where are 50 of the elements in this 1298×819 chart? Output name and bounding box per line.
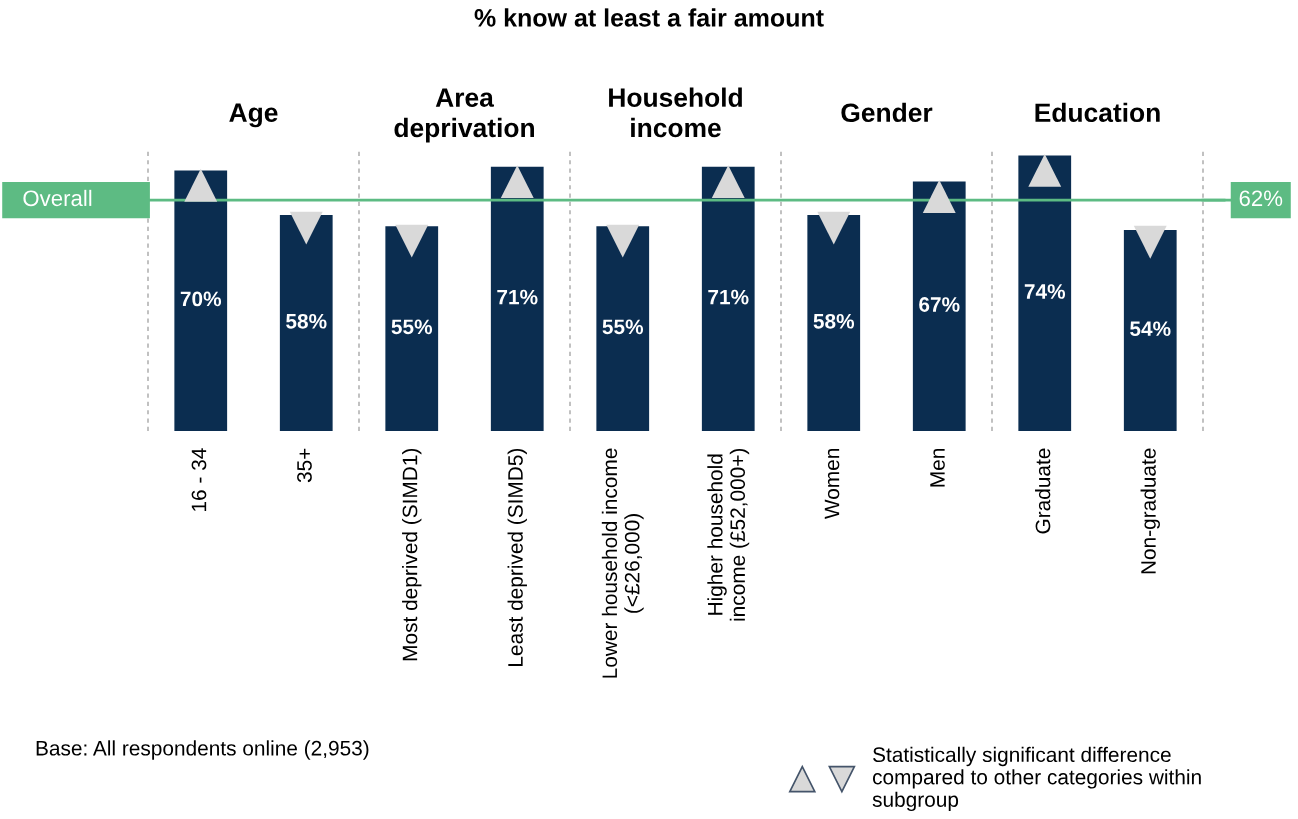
x-tick-label: Most deprived (SIMD1) [402,448,422,661]
text: Gender [841,102,933,123]
bar [385,226,439,431]
bar [174,170,228,431]
point [922,180,956,213]
data-label: 70% [180,291,222,307]
data-label: 55% [391,319,433,335]
bar [912,181,966,431]
text: Education [1035,102,1160,123]
data-label: 71% [497,289,538,305]
x-tick-label: Lower household income (<£26,000) [601,448,644,678]
x-tick-label: Higher household income (£52,000+) [707,448,750,621]
bar [490,166,544,431]
point [395,224,429,258]
text: Base: All respondents online (2,953) [36,740,369,760]
x-tick-label: 16 - 34 [191,448,207,511]
point [1028,153,1062,187]
data-label: 67% [919,297,960,312]
chart-title: % know at least a fair amount [474,8,824,27]
bar [596,226,650,431]
bar [701,166,755,431]
point [711,165,745,198]
bar [1123,229,1177,431]
text: Age [229,103,278,128]
x-tick-label: Least deprived (SIMD5) [507,448,527,666]
point [184,168,218,202]
data-label: 54% [1130,321,1171,337]
legend-label: Statistically significant difference compared to other categories within subgroup [872,746,1201,812]
bar [807,215,861,431]
point [500,165,534,198]
bar [279,215,333,431]
x-tick-label: Men [930,449,945,487]
data-label: 74% [1024,284,1066,299]
x-tick-label: Women [824,449,840,519]
point [289,211,323,245]
point [606,224,640,258]
x-tick-label: Graduate [1035,448,1051,534]
x-tick-label: Non-graduate [1140,448,1160,574]
text: 62% [1239,190,1283,207]
text: Area deprivation [394,88,534,143]
point [1133,225,1167,259]
x-tick-label: 35+ [297,448,312,483]
data-label: 58% [813,313,855,329]
data-label: 55% [602,319,644,335]
data-label: 71% [708,289,749,305]
text: Household income [609,87,742,138]
bar [1018,155,1072,431]
ref-line-label: Overall [23,189,92,207]
point [817,211,851,245]
data-label: 58% [286,313,327,329]
